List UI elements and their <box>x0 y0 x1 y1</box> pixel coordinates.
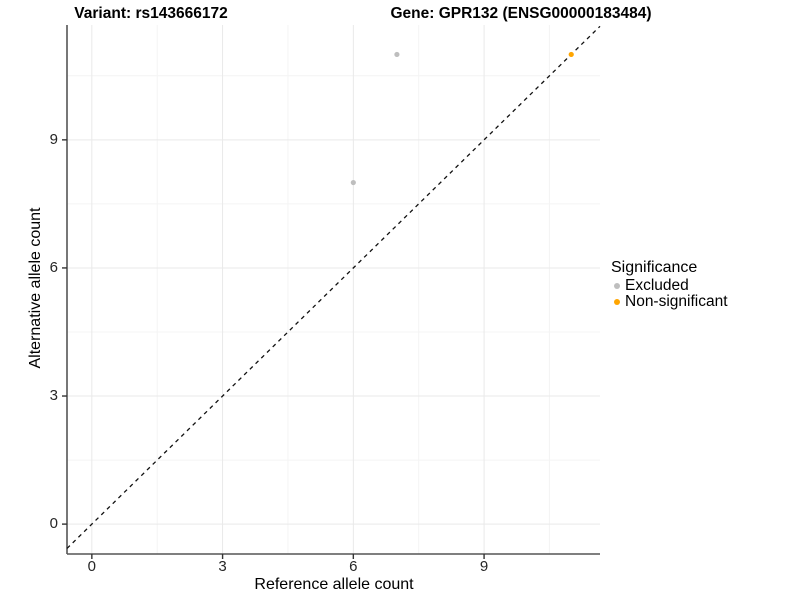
plot-title-gene: Gene: GPR132 (ENSG00000183484) <box>390 5 652 22</box>
y-tick-label: 3 <box>49 387 58 405</box>
data-point-non-significant <box>568 51 574 58</box>
x-tick-label: 3 <box>218 558 227 575</box>
legend-entry-label: Non-significant <box>625 293 728 310</box>
y-axis-title: Alternative allele count <box>27 207 44 369</box>
x-tick-label: 6 <box>349 558 358 575</box>
legend-entry-non-significant: Non-significant <box>611 294 728 310</box>
y-tick-label: 0 <box>49 515 58 533</box>
y-tick-label: 6 <box>49 258 58 276</box>
legend-entry-label: Excluded <box>625 277 689 294</box>
excluded-swatch-icon <box>614 283 620 289</box>
non-significant-swatch-icon <box>614 299 620 305</box>
plot-title-variant: Variant: rs143666172 <box>74 5 228 22</box>
legend-title: Significance <box>611 259 698 276</box>
x-tick-label: 9 <box>479 558 489 575</box>
data-point-excluded <box>350 179 356 186</box>
x-tick-label: 0 <box>87 558 96 575</box>
identity-line <box>66 25 601 549</box>
data-point-excluded <box>394 51 400 58</box>
x-axis-title: Reference allele count <box>254 576 414 593</box>
legend: Significance Excluded Non-significant <box>611 258 728 310</box>
legend-entry-excluded: Excluded <box>611 278 728 294</box>
y-tick-label: 9 <box>49 130 58 148</box>
